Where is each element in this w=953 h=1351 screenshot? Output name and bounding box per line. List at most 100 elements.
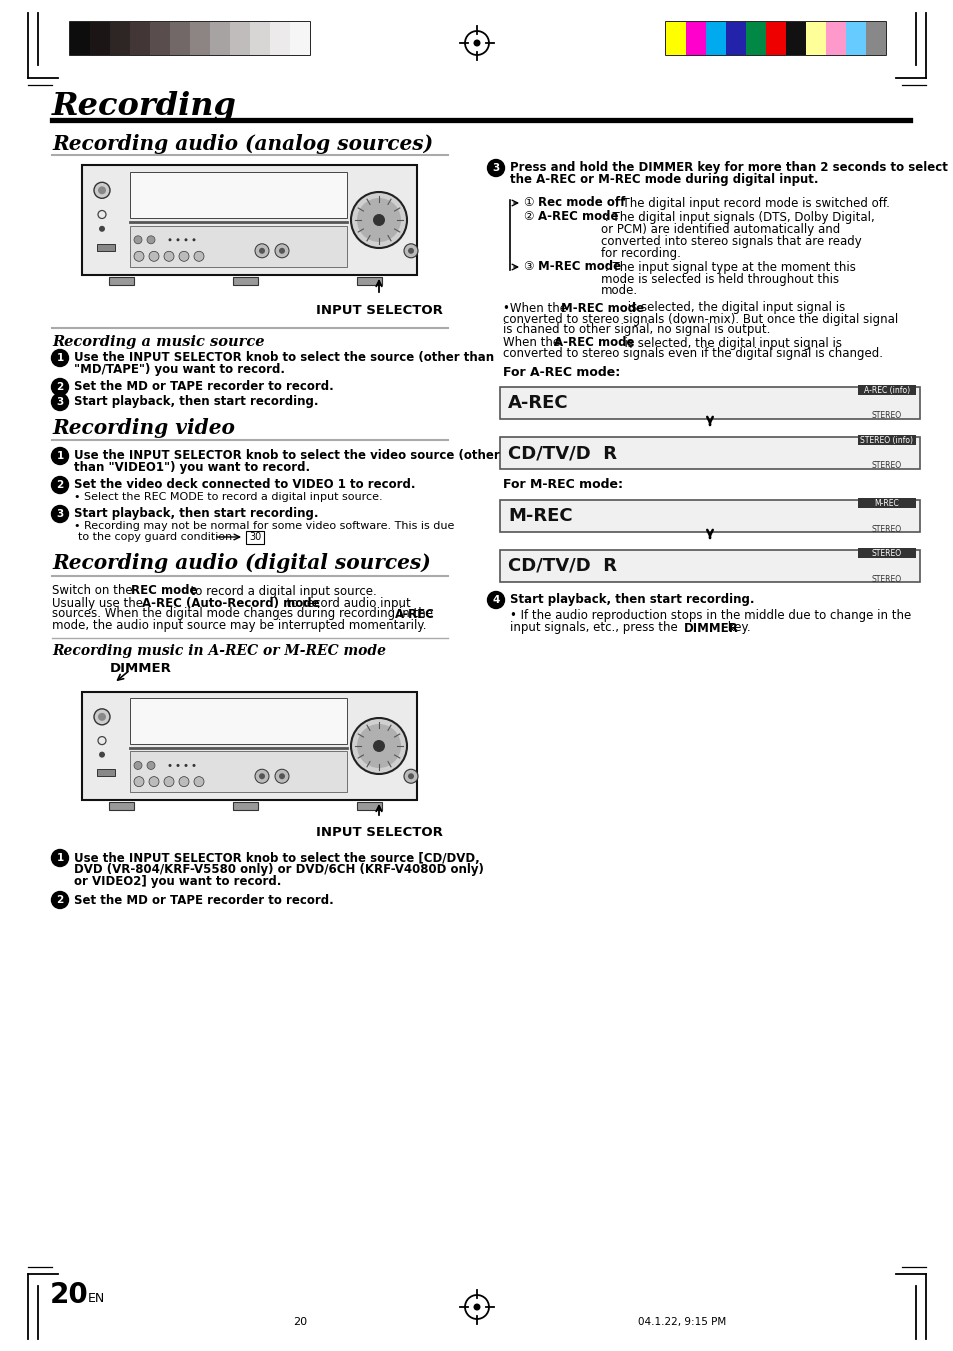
Text: A-REC mode: A-REC mode (537, 211, 618, 223)
Circle shape (179, 251, 189, 261)
Text: to the copy guard condition.: to the copy guard condition. (78, 532, 235, 542)
Text: is chaned to other signal, no signal is output.: is chaned to other signal, no signal is … (502, 323, 770, 336)
Text: Use the INPUT SELECTOR knob to select the video source (other: Use the INPUT SELECTOR knob to select th… (74, 450, 499, 462)
Bar (250, 22, 270, 55)
Bar (97, 243, 115, 251)
Circle shape (278, 247, 285, 254)
Text: STEREO: STEREO (871, 412, 902, 420)
Circle shape (51, 850, 69, 866)
Circle shape (258, 773, 265, 780)
Bar (70, 22, 90, 55)
Text: : The input signal type at the moment this: : The input signal type at the moment th… (600, 261, 855, 273)
Text: STEREO: STEREO (871, 524, 902, 534)
Circle shape (99, 226, 105, 232)
Circle shape (133, 251, 144, 261)
Bar (130, 751, 347, 793)
Circle shape (278, 773, 285, 780)
Circle shape (164, 777, 173, 786)
Bar (745, 22, 765, 55)
Bar (499, 550, 919, 582)
Text: than "VIDEO1") you want to record.: than "VIDEO1") you want to record. (74, 462, 310, 474)
Text: ③: ③ (523, 261, 537, 273)
Text: mode is selected is held throughout this: mode is selected is held throughout this (600, 273, 839, 285)
Bar (170, 22, 190, 55)
Text: 30: 30 (249, 532, 261, 542)
Circle shape (94, 709, 110, 725)
Text: Start playback, then start recording.: Start playback, then start recording. (510, 593, 754, 607)
Bar (725, 22, 745, 55)
Text: is selected, the digital input signal is: is selected, the digital input signal is (617, 336, 841, 350)
Text: CD/TV/D  R: CD/TV/D R (507, 444, 617, 462)
Bar (685, 22, 705, 55)
Circle shape (193, 777, 204, 786)
Text: 2: 2 (56, 382, 64, 392)
Text: DIMMER: DIMMER (683, 621, 738, 635)
Circle shape (274, 243, 289, 258)
Text: to record a digital input source.: to record a digital input source. (183, 585, 376, 597)
Circle shape (473, 39, 480, 46)
Text: : The digital input record mode is switched off.: : The digital input record mode is switc… (610, 196, 889, 209)
Text: A-REC (info): A-REC (info) (863, 386, 909, 396)
Text: Recording music in A-REC or M-REC mode: Recording music in A-REC or M-REC mode (52, 644, 386, 658)
Text: DIMMER: DIMMER (110, 662, 172, 674)
Text: is selected, the digital input signal is: is selected, the digital input signal is (623, 301, 844, 315)
Bar (857, 385, 915, 394)
Text: mode, the audio input source may be interrupted momentarily.: mode, the audio input source may be inte… (52, 619, 426, 631)
Text: STEREO: STEREO (871, 462, 902, 470)
Text: Switch on the: Switch on the (52, 585, 136, 597)
Text: STEREO (info): STEREO (info) (860, 436, 913, 446)
Text: 3: 3 (56, 509, 64, 519)
Text: M-REC: M-REC (507, 507, 572, 526)
Circle shape (487, 592, 504, 608)
Bar (246, 531, 264, 544)
Text: Recording video: Recording video (52, 417, 234, 438)
Bar (857, 499, 915, 508)
Circle shape (133, 777, 144, 786)
Bar (865, 22, 885, 55)
Bar (109, 277, 133, 285)
Bar (845, 22, 865, 55)
Bar (805, 22, 825, 55)
Text: EN: EN (88, 1293, 105, 1305)
Text: Recording audio (analog sources): Recording audio (analog sources) (52, 134, 433, 154)
Circle shape (408, 247, 414, 254)
Bar (499, 436, 919, 469)
Bar (109, 802, 133, 811)
Circle shape (164, 251, 173, 261)
Bar (82, 165, 416, 276)
Text: STEREO: STEREO (871, 574, 902, 584)
Text: For M-REC mode:: For M-REC mode: (502, 477, 622, 490)
Circle shape (258, 247, 265, 254)
Text: Recording audio (digital sources): Recording audio (digital sources) (52, 553, 431, 573)
Text: 2: 2 (56, 894, 64, 905)
Circle shape (147, 762, 154, 770)
Text: Start playback, then start recording.: Start playback, then start recording. (74, 396, 318, 408)
Circle shape (169, 763, 172, 767)
Bar (130, 172, 347, 218)
Circle shape (149, 777, 159, 786)
Circle shape (254, 769, 269, 784)
Text: 2: 2 (56, 480, 64, 490)
Text: • Recording may not be normal for some video software. This is due: • Recording may not be normal for some v… (74, 521, 454, 531)
Text: mode.: mode. (600, 285, 638, 297)
Circle shape (51, 378, 69, 396)
Circle shape (176, 238, 179, 242)
Bar (290, 22, 310, 55)
Text: • If the audio reproduction stops in the middle due to change in the: • If the audio reproduction stops in the… (510, 609, 910, 623)
Bar (130, 226, 347, 267)
Text: converted to stereo signals (down-mix). But once the digital signal: converted to stereo signals (down-mix). … (502, 312, 898, 326)
Text: 20: 20 (293, 1317, 307, 1327)
Circle shape (487, 159, 504, 177)
Text: Usually use the: Usually use the (52, 597, 147, 609)
Text: INPUT SELECTOR: INPUT SELECTOR (315, 304, 442, 316)
Text: 1: 1 (56, 852, 64, 863)
Text: CD/TV/D  R: CD/TV/D R (507, 557, 617, 576)
Text: When the: When the (502, 336, 563, 350)
Text: A-REC (Auto-Record) mode: A-REC (Auto-Record) mode (142, 597, 319, 609)
Text: For A-REC mode:: For A-REC mode: (502, 366, 619, 378)
Circle shape (403, 243, 417, 258)
Text: 20: 20 (50, 1281, 89, 1309)
Circle shape (98, 713, 106, 721)
Text: Set the video deck connected to VIDEO 1 to record.: Set the video deck connected to VIDEO 1 … (74, 478, 416, 492)
Circle shape (98, 186, 106, 195)
